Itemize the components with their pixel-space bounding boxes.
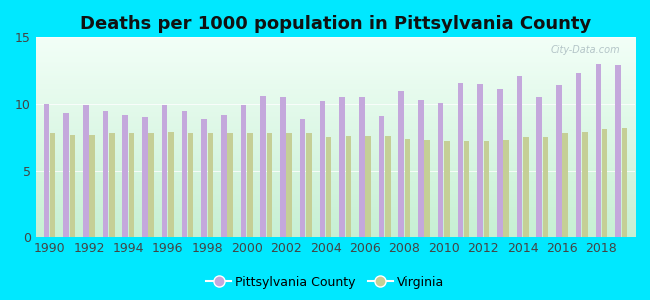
Bar (142, 117, 148, 237)
Bar (63, 113, 69, 237)
Bar (616, 65, 621, 237)
Bar (122, 115, 128, 237)
Bar (379, 116, 384, 237)
Bar (50, 133, 55, 237)
Bar (70, 135, 75, 237)
Bar (385, 136, 391, 237)
Bar (89, 135, 95, 237)
Bar (458, 82, 463, 237)
Bar (602, 129, 607, 237)
Bar (543, 137, 548, 237)
Text: City-Data.com: City-Data.com (551, 45, 620, 55)
Bar (517, 76, 522, 237)
Bar (405, 139, 410, 237)
Bar (621, 128, 627, 237)
Bar (188, 133, 194, 237)
Bar (523, 137, 528, 237)
Bar (418, 100, 424, 237)
Bar (129, 133, 135, 237)
Bar (556, 85, 562, 237)
Title: Deaths per 1000 population in Pittsylvania County: Deaths per 1000 population in Pittsylvan… (80, 15, 591, 33)
Bar (484, 141, 489, 237)
Bar (424, 140, 430, 237)
Bar (221, 115, 227, 237)
Bar (207, 133, 213, 237)
Bar (287, 133, 292, 237)
Bar (464, 141, 469, 237)
Bar (168, 132, 174, 237)
Bar (326, 137, 332, 237)
Bar (562, 133, 568, 237)
Bar (582, 132, 588, 237)
Bar (536, 97, 542, 237)
Bar (44, 104, 49, 237)
Bar (261, 96, 266, 237)
Bar (83, 105, 88, 237)
Bar (227, 133, 233, 237)
Bar (300, 118, 306, 237)
Bar (109, 133, 114, 237)
Bar (477, 84, 483, 237)
Bar (359, 97, 365, 237)
Bar (365, 136, 371, 237)
Bar (280, 97, 286, 237)
Bar (346, 136, 351, 237)
Bar (320, 101, 325, 237)
Bar (162, 105, 168, 237)
Bar (398, 91, 404, 237)
Bar (339, 97, 345, 237)
Bar (181, 111, 187, 237)
Bar (497, 89, 502, 237)
Bar (266, 133, 272, 237)
Bar (240, 105, 246, 237)
Bar (202, 118, 207, 237)
Legend: Pittsylvania County, Virginia: Pittsylvania County, Virginia (201, 271, 449, 294)
Bar (503, 140, 509, 237)
Bar (576, 73, 581, 237)
Bar (438, 103, 443, 237)
Bar (595, 64, 601, 237)
Bar (444, 141, 450, 237)
Bar (247, 133, 253, 237)
Bar (148, 133, 154, 237)
Bar (103, 111, 109, 237)
Bar (306, 133, 312, 237)
